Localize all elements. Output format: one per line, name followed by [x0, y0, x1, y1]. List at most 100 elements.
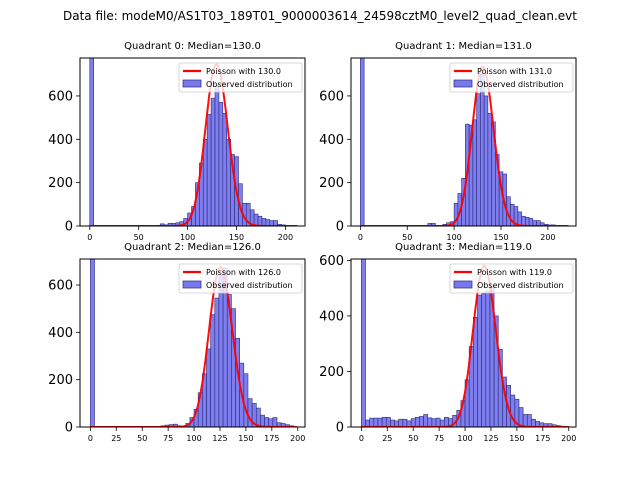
histogram-bar: [206, 114, 212, 226]
histogram-bar: [483, 95, 489, 226]
x-tick-label: 200: [540, 233, 555, 242]
legend-observed-label: Observed distribution: [206, 80, 293, 89]
subplot-quadrant-2: Quadrant 2: Median=126.0 0 200 400 600 0 25 50 7…: [48, 242, 306, 443]
x-tick-label: 0: [359, 434, 364, 443]
histogram-bar: [377, 417, 383, 427]
histogram-bar: [531, 418, 536, 427]
histogram-bar: [480, 73, 485, 226]
axes-frame: [79, 258, 306, 428]
legend-box: [178, 263, 303, 294]
legend-poisson-label: Poisson with 119.0: [477, 268, 552, 277]
histogram-bar: [214, 84, 220, 226]
x-tick-label: 0: [88, 434, 93, 443]
x-tick-label: 150: [509, 434, 524, 443]
histogram-bar: [218, 275, 224, 427]
x-tick-label: 150: [229, 233, 244, 242]
histogram-bar: [419, 416, 424, 427]
histogram-bar: [402, 418, 408, 427]
histogram-bar: [487, 112, 492, 226]
y-tick-label: 600: [319, 254, 344, 269]
histogram-bar: [481, 293, 487, 427]
histogram-bar: [423, 414, 429, 427]
y-tick-label: 400: [319, 309, 344, 324]
axes-frame: [350, 57, 577, 227]
x-tick-label: 25: [382, 434, 392, 443]
y-tick-label: 600: [319, 89, 344, 104]
legend-observed-label: Observed distribution: [477, 281, 564, 290]
legend-poisson-label: Poisson with 131.0: [477, 67, 552, 76]
histogram-bar: [414, 416, 420, 427]
histogram-bar: [89, 58, 94, 226]
poisson-curve: [361, 264, 568, 427]
y-tick-label: 200: [319, 365, 344, 380]
x-tick-label: 50: [408, 434, 418, 443]
y-tick-label: 0: [336, 421, 344, 436]
histogram-bar: [410, 418, 416, 427]
legend: Poisson with 119.0 Observed distribution: [449, 263, 574, 294]
legend-poisson-label: Poisson with 126.0: [206, 268, 281, 277]
plot-area: [361, 259, 570, 427]
x-tick-label: 50: [134, 233, 144, 242]
histogram-bar: [521, 215, 526, 226]
histogram-bar: [373, 417, 379, 427]
histogram-bar: [472, 119, 477, 226]
y-tick-label: 400: [319, 133, 344, 148]
histogram-bar: [218, 102, 224, 226]
histogram-bar: [214, 297, 220, 427]
subplot-title: Quadrant 0: Median=130.0: [124, 41, 261, 52]
x-tick-label: 75: [434, 434, 444, 443]
histogram-bar: [427, 417, 433, 427]
histogram-bar: [261, 218, 267, 226]
histogram-bar: [210, 314, 216, 427]
x-tick-label: 200: [561, 434, 576, 443]
histogram-bar: [431, 418, 437, 427]
y-tick-label: 600: [48, 89, 73, 104]
subplot-quadrant-0: Quadrant 0: Median=130.0 0 200 400 600 0 50 100…: [48, 41, 306, 242]
histogram-bar: [210, 97, 216, 226]
axes-frame: [350, 258, 577, 428]
x-tick-label: 100: [446, 233, 461, 242]
histogram-bar: [525, 217, 530, 226]
histogram-bar: [365, 419, 370, 427]
histogram-bar: [268, 418, 274, 427]
y-tick-label: 200: [48, 176, 73, 191]
histogram-bar: [222, 112, 228, 226]
x-tick-label: 150: [238, 434, 253, 443]
subplot-title: Quadrant 2: Median=126.0: [124, 242, 261, 253]
plot-area: [89, 58, 298, 226]
histogram-bar: [206, 348, 211, 427]
histogram-bar: [272, 417, 278, 427]
legend-observed-swatch: [453, 280, 473, 289]
histogram-bar: [257, 215, 263, 226]
histogram-bar: [528, 218, 534, 226]
histogram-bar: [517, 211, 522, 226]
histogram-bar: [385, 416, 391, 427]
legend-box: [449, 263, 574, 294]
subplot-title: Quadrant 1: Median=131.0: [395, 41, 532, 52]
poisson-curve: [360, 65, 569, 226]
legend-observed-swatch: [182, 280, 202, 289]
x-tick-label: 25: [111, 434, 121, 443]
histogram-bar: [477, 294, 482, 427]
x-tick-label: 200: [278, 233, 293, 242]
histogram-bar: [476, 93, 481, 226]
figure-suptitle: Data file: modeM0/AS1T03_189T01_90000036…: [63, 9, 577, 23]
x-tick-label: 50: [402, 233, 412, 242]
legend-observed-swatch: [182, 79, 202, 88]
legend: Poisson with 130.0 Observed distribution: [178, 62, 303, 93]
legend-box: [178, 62, 303, 93]
y-tick-label: 600: [48, 279, 73, 294]
y-tick-label: 400: [48, 326, 73, 341]
subplot-quadrant-1: Quadrant 1: Median=131.0 0 200 400 600 0 50 100…: [319, 41, 577, 242]
legend: Poisson with 131.0 Observed distribution: [449, 62, 574, 93]
y-tick-label: 0: [336, 220, 344, 235]
subplot-title: Quadrant 3: Median=119.0: [395, 242, 532, 253]
y-tick-label: 0: [65, 220, 73, 235]
legend-observed-label: Observed distribution: [206, 281, 293, 290]
x-tick-label: 100: [186, 434, 201, 443]
x-tick-label: 125: [483, 434, 498, 443]
y-tick-label: 0: [65, 421, 73, 436]
y-tick-label: 400: [48, 133, 73, 148]
histogram-bar: [435, 417, 441, 427]
